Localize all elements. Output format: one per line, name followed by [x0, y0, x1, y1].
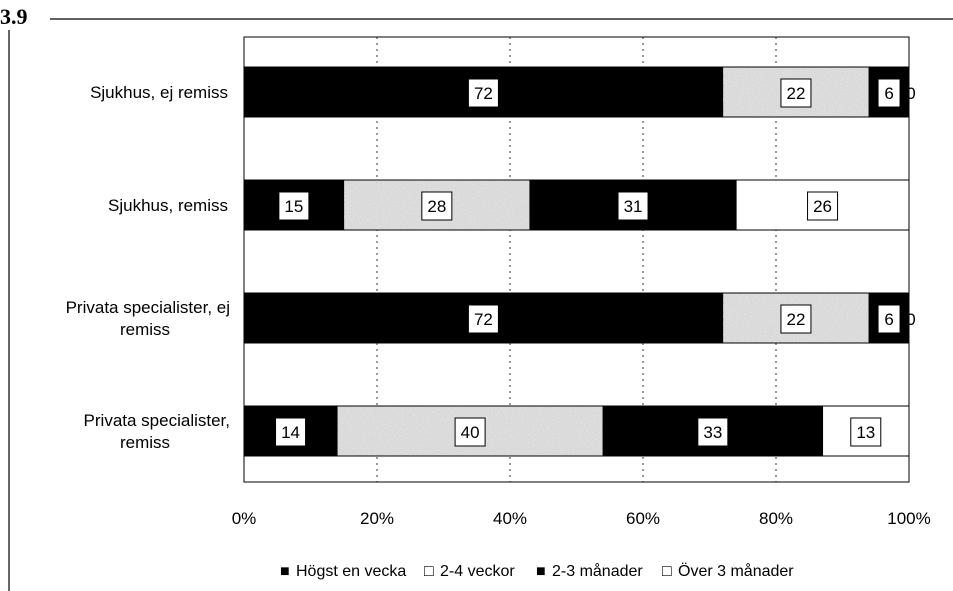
- category-label: remiss: [120, 433, 170, 452]
- data-label: 6: [884, 310, 893, 329]
- data-label: 14: [281, 423, 300, 442]
- data-label: 6: [884, 84, 893, 103]
- data-label: 26: [813, 197, 832, 216]
- data-label-box: [278, 191, 310, 221]
- data-label-box: [617, 191, 649, 221]
- data-label: 72: [474, 310, 493, 329]
- grid-layer: [243, 36, 910, 483]
- data-label-box: [780, 304, 812, 334]
- data-label-box: [421, 191, 453, 221]
- data-label-box: [850, 417, 882, 447]
- data-label: 13: [856, 423, 875, 442]
- data-label: 22: [786, 310, 805, 329]
- category-label: Sjukhus, remiss: [108, 196, 228, 215]
- data-label-box: [697, 417, 729, 447]
- data-label: 33: [703, 423, 722, 442]
- figure-caption-fragment: 3.9: [0, 4, 28, 29]
- legend-entry: 2-4 veckor: [440, 563, 515, 580]
- data-label-box: [467, 78, 499, 108]
- category-label: remiss: [120, 320, 170, 339]
- legend-symbol: □: [662, 563, 672, 580]
- legend-entry: Över 3 månader: [678, 562, 794, 580]
- data-label-box: [454, 417, 486, 447]
- bar-segment: [243, 179, 345, 231]
- data-label: 72: [474, 84, 493, 103]
- data-label-box: [807, 191, 839, 221]
- data-label-zero: 0: [906, 84, 915, 103]
- data-label: 31: [624, 197, 643, 216]
- x-tick-label: 100%: [887, 509, 930, 528]
- x-tick-label: 60%: [626, 509, 660, 528]
- data-label-box: [275, 417, 307, 447]
- category-label: Privata specialister, ej: [66, 298, 230, 317]
- x-tick-label: 20%: [360, 509, 394, 528]
- data-label-box: [877, 304, 901, 334]
- legend-entry: Högst en vecka: [296, 563, 406, 580]
- legend-symbol: ■: [280, 563, 290, 580]
- data-label-zero: 0: [906, 310, 915, 329]
- x-tick-label: 0%: [232, 509, 257, 528]
- plot-area-frame: [243, 36, 910, 483]
- data-label: 40: [461, 423, 480, 442]
- legend: ■ Högst en vecka □ 2-4 veckor ■ 2-3 månader □ Ö…: [280, 562, 794, 580]
- bars-layer: [243, 66, 910, 457]
- data-label-box: [877, 78, 901, 108]
- legend-symbol: □: [424, 563, 434, 580]
- data-label-box: [467, 304, 499, 334]
- legend-entry: 2-3 månader: [552, 562, 643, 580]
- x-tick-label: 40%: [493, 509, 527, 528]
- data-label: 22: [786, 84, 805, 103]
- data-label: 28: [427, 197, 446, 216]
- x-tick-label: 80%: [759, 509, 793, 528]
- axis-layer: 0% 20% 40% 60% 80% 100% Sjukhus, ej remiss Sjuk…: [66, 83, 931, 528]
- legend-symbol: ■: [536, 563, 546, 580]
- data-label-box: [780, 78, 812, 108]
- category-label: Sjukhus, ej remiss: [90, 83, 228, 102]
- category-label: Privata specialister,: [84, 411, 230, 430]
- data-label: 15: [284, 197, 303, 216]
